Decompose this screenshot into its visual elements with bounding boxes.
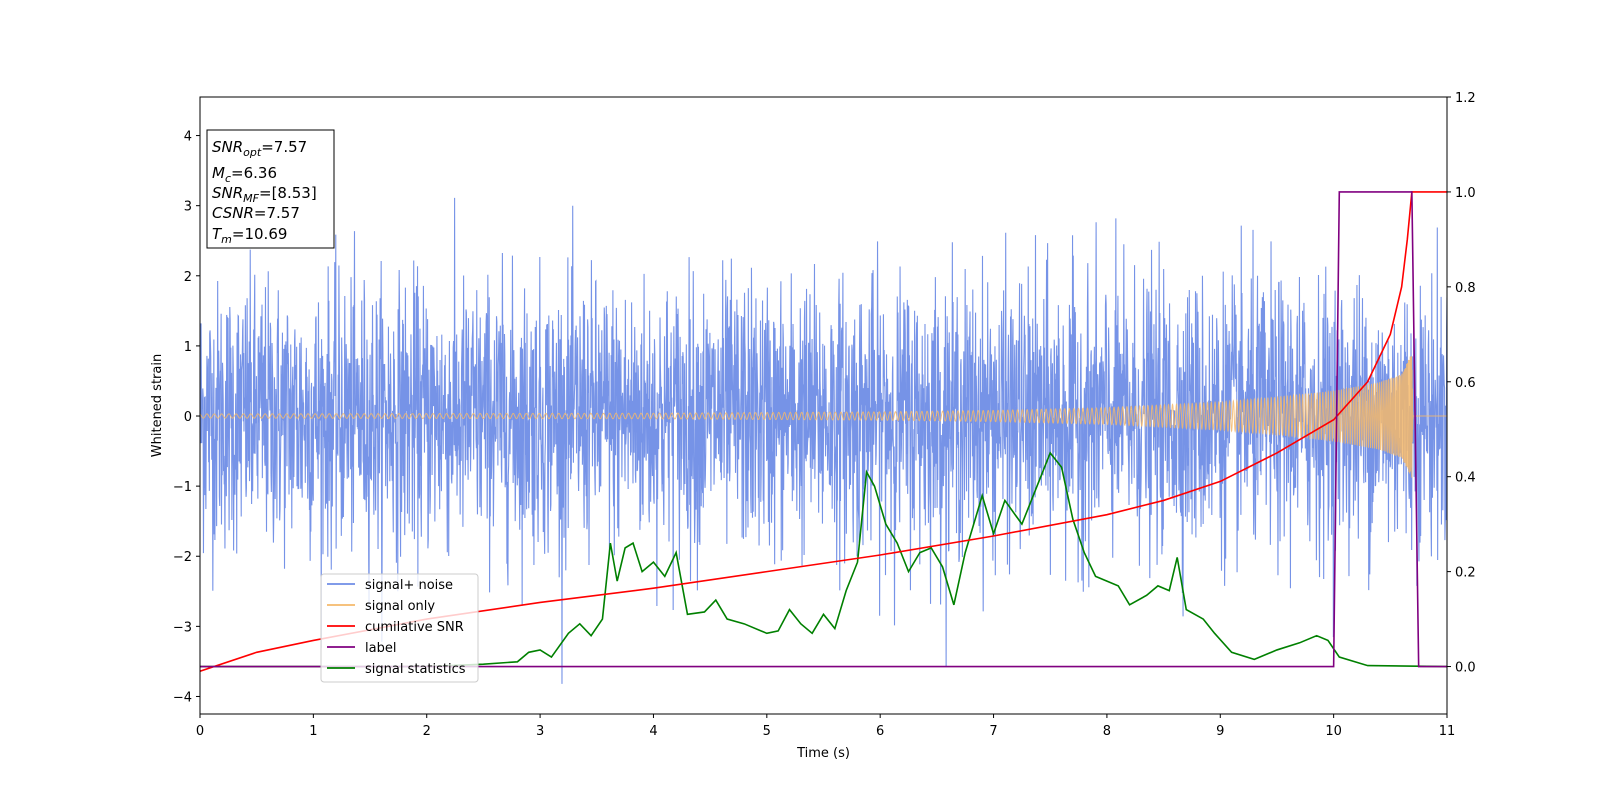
stats-annotation-frame bbox=[206, 129, 335, 249]
legend-label: signal statistics bbox=[365, 662, 466, 677]
x-tick-label: 1 bbox=[309, 724, 317, 739]
y-left-tick-label: −1 bbox=[173, 480, 192, 495]
y-left-tick-label: 2 bbox=[184, 270, 192, 285]
stats-annotation-line: SNRMF=[8.53] bbox=[212, 184, 317, 205]
y-left-tick-label: 1 bbox=[184, 340, 192, 355]
x-tick-label: 2 bbox=[423, 724, 431, 739]
y-right-tick-label: 0.8 bbox=[1455, 281, 1476, 296]
y-left-tick-label: −3 bbox=[173, 620, 192, 635]
legend-label: cumilative SNR bbox=[365, 620, 464, 635]
x-tick-label: 5 bbox=[763, 724, 771, 739]
x-tick-label: 8 bbox=[1103, 724, 1111, 739]
x-axis: 0 1 2 3 4 5 6 7 8 9 10 11 bbox=[196, 714, 1455, 739]
y-right-tick-label: 0.4 bbox=[1455, 471, 1476, 486]
legend-label: signal only bbox=[365, 599, 435, 614]
legend-label: label bbox=[365, 641, 396, 656]
x-tick-label: 0 bbox=[196, 724, 204, 739]
y-right-tick-label: 0.2 bbox=[1455, 566, 1476, 581]
x-tick-label: 9 bbox=[1216, 724, 1224, 739]
y-axis-left: −4 −3 −2 −1 0 1 2 3 4 bbox=[173, 130, 200, 705]
x-tick-label: 7 bbox=[989, 724, 997, 739]
series-signal-noise-line bbox=[200, 197, 1447, 684]
y-right-tick-label: 0.0 bbox=[1455, 661, 1476, 676]
y-left-tick-label: −4 bbox=[173, 690, 192, 705]
x-tick-label: 3 bbox=[536, 724, 544, 739]
stats-annotation-line: CSNR=7.57 bbox=[212, 204, 300, 222]
y-left-tick-label: 4 bbox=[184, 130, 192, 145]
series-signal-statistics-line bbox=[200, 451, 1447, 668]
x-tick-label: 4 bbox=[649, 724, 657, 739]
series-label-line bbox=[200, 191, 1447, 668]
y-left-tick-label: −2 bbox=[173, 550, 192, 565]
legend-frame bbox=[320, 573, 479, 683]
legend: signal+ noise signal only cumilative SNR la… bbox=[320, 573, 479, 683]
y-axis-right: 0.0 0.2 0.4 0.6 0.8 1.0 1.2 bbox=[1447, 91, 1476, 676]
y-left-tick-label: 3 bbox=[184, 200, 192, 215]
plot-frame bbox=[199, 96, 1448, 715]
x-tick-label: 11 bbox=[1439, 724, 1456, 739]
x-tick-label: 6 bbox=[876, 724, 884, 739]
y-right-tick-label: 1.2 bbox=[1455, 91, 1476, 106]
y-right-tick-label: 0.6 bbox=[1455, 376, 1476, 391]
stats-annotation-line: Tm=10.69 bbox=[212, 225, 287, 246]
legend-label: signal+ noise bbox=[365, 578, 453, 593]
y-axis-title: Whitened strain bbox=[150, 354, 165, 457]
stats-annotation-line: SNRopt=7.57 bbox=[212, 138, 307, 159]
y-right-tick-label: 1.0 bbox=[1455, 186, 1476, 201]
stats-annotation-line: Mc=6.36 bbox=[212, 164, 277, 185]
series-signal-only-line bbox=[200, 356, 1447, 478]
x-tick-label: 10 bbox=[1325, 724, 1342, 739]
x-axis-title: Time (s) bbox=[796, 746, 850, 761]
y-left-tick-label: 0 bbox=[184, 410, 192, 425]
